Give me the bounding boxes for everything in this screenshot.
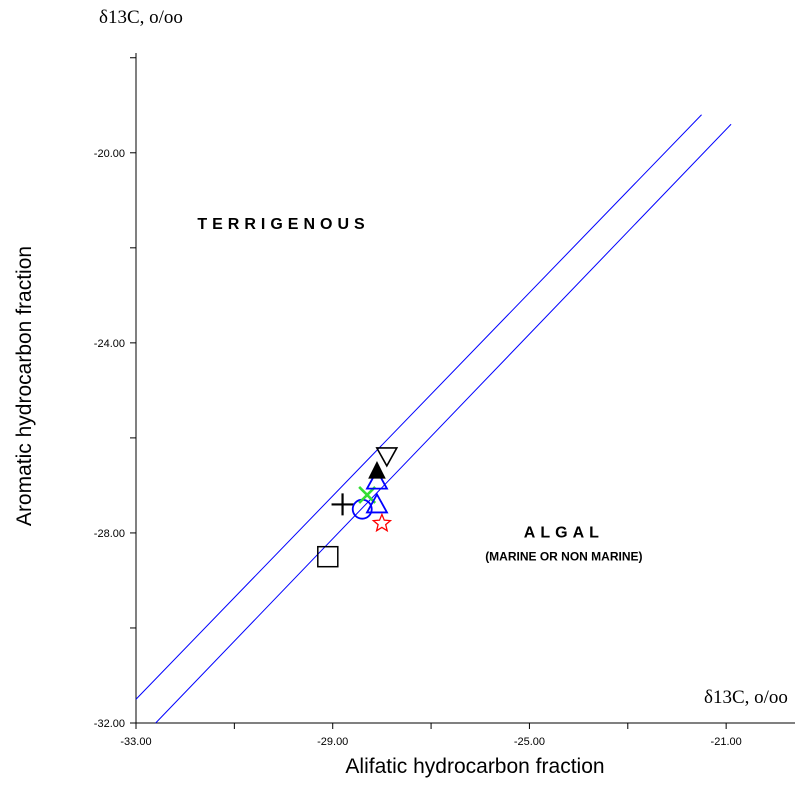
region-labels: TERRIGENOUS ALGAL (MARINE OR NON MARINE) xyxy=(197,216,642,564)
y-tick-label: -24.00 xyxy=(94,338,125,350)
data-point-square xyxy=(317,545,339,568)
triangle-marker xyxy=(365,468,389,490)
data-point-cross xyxy=(358,485,377,504)
x-unit-text: δ13C, o/oo xyxy=(704,687,788,708)
region-sublabel: (MARINE OR NON MARINE) xyxy=(485,550,642,564)
data-point-triangle-down xyxy=(375,447,399,468)
y-unit-text: δ13C, o/oo xyxy=(99,7,183,28)
y-tick-label: -28.00 xyxy=(94,528,125,540)
data-point-plus xyxy=(331,493,354,516)
triangle-marker xyxy=(365,492,389,514)
x-tick-label: -33.00 xyxy=(120,736,151,748)
triangle-filled-marker xyxy=(368,461,386,479)
square-marker xyxy=(317,545,339,568)
star-marker xyxy=(371,512,393,533)
y-tick-label: -32.00 xyxy=(94,718,125,730)
y-tick-label: -20.00 xyxy=(94,148,125,160)
y-axis-title: Aromatic hydrocarbon fraction xyxy=(13,246,36,526)
data-point-triangle-filled xyxy=(368,461,386,479)
cross-marker xyxy=(358,485,377,504)
x-axis-title: Alifatic hydrocarbon fraction xyxy=(345,755,604,778)
data-point-triangle xyxy=(365,468,389,490)
triangle-down-marker xyxy=(375,447,399,468)
axis-titles: Alifatic hydrocarbon fraction Aromatic h… xyxy=(13,246,605,778)
x-tick-label: -21.00 xyxy=(711,736,742,748)
x-tick-label: -29.00 xyxy=(317,736,348,748)
y-unit-label: δ13C, o/oo xyxy=(99,7,183,28)
data-point-star xyxy=(371,512,393,533)
region-label: ALGAL xyxy=(524,525,604,542)
data-points xyxy=(317,447,399,568)
x-unit-label: δ13C, o/oo xyxy=(704,687,788,708)
boundary-lines xyxy=(135,114,732,724)
axes: -33.00 -29.00 -25.00 -21.00 -32.00 -28.00 -24.… xyxy=(94,53,795,748)
boundary-line xyxy=(155,123,732,724)
data-point-triangle xyxy=(365,492,389,514)
boundary-line xyxy=(135,114,702,700)
plus-marker xyxy=(331,493,354,516)
region-label: TERRIGENOUS xyxy=(197,216,369,233)
x-tick-label: -25.00 xyxy=(514,736,545,748)
